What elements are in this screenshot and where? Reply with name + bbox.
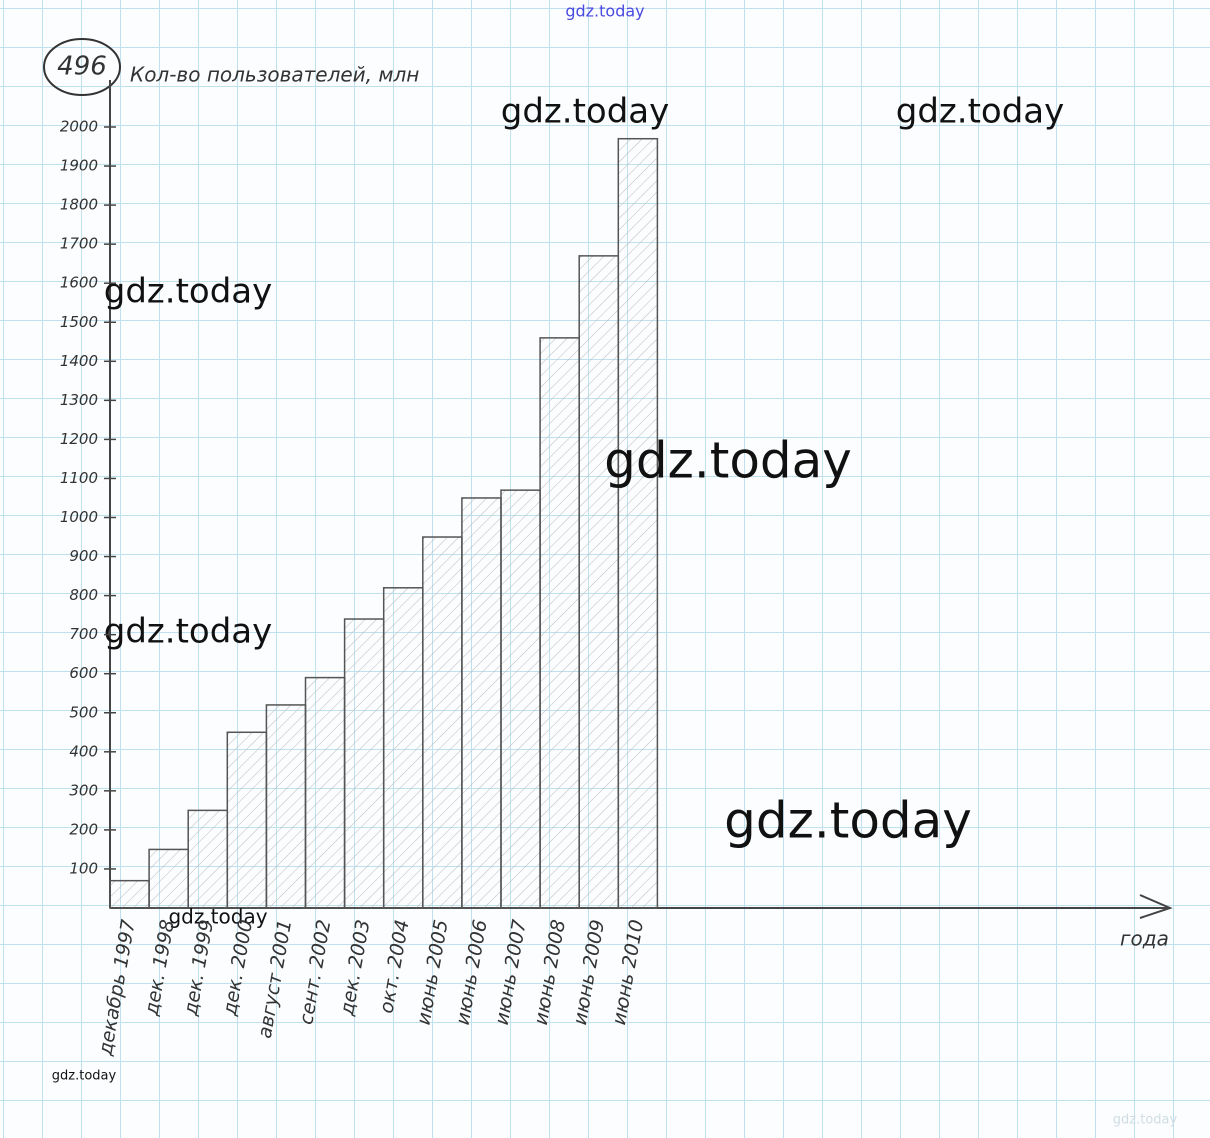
y-tick-label: 1200 — [60, 430, 98, 448]
x-tick-label: дек. 1999 — [179, 918, 218, 1018]
x-axis-label: года — [1120, 927, 1169, 951]
y-tick-label: 700 — [69, 625, 98, 643]
y-tick-label: 900 — [69, 547, 98, 565]
bar — [578, 255, 620, 909]
bar — [539, 337, 580, 909]
x-tick-label: сент. 2002 — [295, 918, 335, 1026]
chart-title: Кол-во пользователей, млн — [130, 63, 419, 87]
y-tick-label: 600 — [69, 664, 98, 682]
x-axis-arrow — [1139, 894, 1173, 919]
bar — [109, 879, 150, 909]
y-tick-label: 500 — [69, 703, 98, 721]
bar — [382, 587, 424, 909]
y-tick-label: 1100 — [60, 469, 98, 487]
y-tick-label: 100 — [69, 859, 98, 877]
x-tick-label: июнь 2008 — [530, 918, 570, 1027]
problem-number: 496 — [57, 52, 107, 82]
y-tick-label: 1600 — [60, 274, 98, 292]
bar — [304, 676, 346, 909]
y-tick-label: 2000 — [60, 118, 98, 136]
x-tick-label: август 2001 — [254, 918, 297, 1040]
bar — [148, 848, 189, 909]
x-tick-label: дек. 1998 — [140, 918, 179, 1018]
y-tick-label: 1800 — [60, 196, 98, 214]
y-tick-label: 1000 — [60, 508, 98, 526]
bar — [265, 704, 307, 909]
y-tick-label: 200 — [69, 820, 98, 838]
watermark: gdz.today — [104, 612, 273, 652]
watermark: gdz.today — [724, 792, 972, 850]
number-circle — [43, 38, 121, 96]
x-tick-label: дек. 2003 — [336, 918, 375, 1018]
watermark: gdz.today — [501, 92, 670, 132]
watermark: gdz.today — [565, 2, 644, 21]
y-tick-label: 1700 — [60, 235, 98, 253]
x-tick-label: июнь 2005 — [413, 918, 453, 1027]
watermark: gdz.today — [1113, 1113, 1178, 1128]
bar — [343, 618, 385, 909]
watermark: gdz.today — [604, 432, 852, 490]
x-tick-label: дек. 2000 — [219, 918, 258, 1018]
bar — [461, 497, 502, 909]
bar — [500, 489, 541, 909]
y-tick-label: 800 — [69, 586, 98, 604]
watermark: gdz.today — [168, 905, 267, 929]
x-tick-label: июнь 2010 — [608, 918, 648, 1027]
bar — [617, 137, 659, 909]
watermark: gdz.today — [52, 1069, 117, 1084]
watermark: gdz.today — [896, 92, 1065, 132]
bar — [422, 536, 463, 909]
y-tick-label: 1400 — [60, 352, 98, 370]
x-tick-label: июнь 2009 — [569, 918, 609, 1027]
x-tick-label: июнь 2007 — [491, 918, 531, 1027]
watermark: gdz.today — [104, 272, 273, 312]
bar — [187, 809, 229, 909]
y-tick-label: 1300 — [60, 391, 98, 409]
bars — [109, 137, 659, 909]
y-tick-label: 300 — [69, 781, 98, 799]
y-tick-label: 400 — [69, 742, 98, 760]
y-tick-label: 1900 — [60, 157, 98, 175]
x-tick-label: декабрь 1997 — [94, 918, 140, 1058]
bar — [226, 731, 268, 909]
x-tick-label: июнь 2006 — [452, 918, 492, 1027]
y-tick-label: 1500 — [60, 313, 98, 331]
x-tick-label: окт. 2004 — [375, 918, 413, 1015]
